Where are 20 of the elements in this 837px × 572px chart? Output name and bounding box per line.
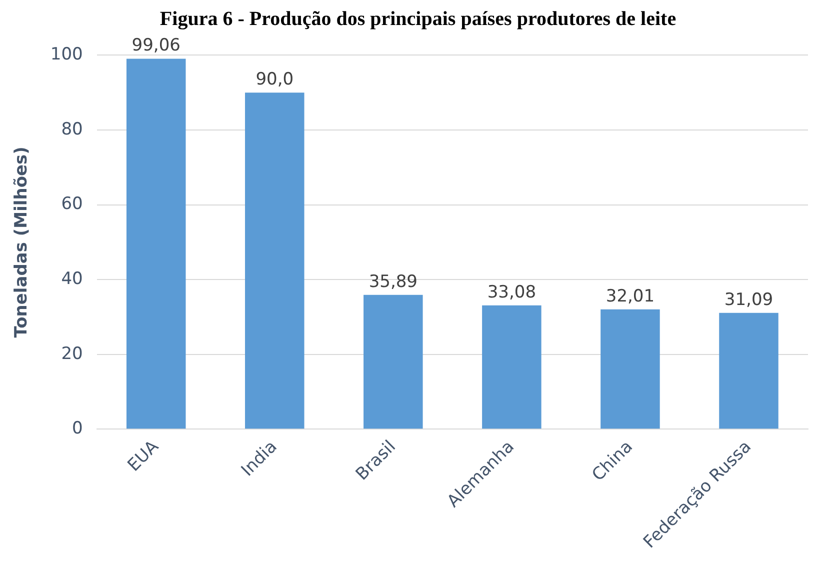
data-label: 90,0 — [256, 70, 294, 90]
y-tick-label: 60 — [61, 194, 83, 214]
y-tick-label: 100 — [50, 44, 83, 65]
data-label: 31,09 — [724, 290, 774, 310]
data-label: 99,06 — [132, 36, 180, 56]
y-axis-title: Toneladas (Milhões) — [12, 146, 32, 338]
bar — [245, 92, 304, 429]
y-tick-label: 80 — [61, 119, 83, 140]
data-label: 33,08 — [487, 282, 536, 302]
data-label: 35,89 — [368, 272, 418, 292]
data-label: 32,01 — [606, 286, 655, 306]
chart-title: Figura 6 - Produção dos principais países produtores de leite — [158, 8, 678, 31]
bar — [719, 312, 778, 429]
bar — [126, 58, 186, 429]
bar — [482, 305, 542, 429]
y-tick-label: 0 — [72, 418, 83, 439]
y-tick-label: 20 — [61, 344, 83, 364]
bar — [364, 294, 423, 429]
bar — [600, 309, 660, 429]
y-tick-label: 40 — [61, 268, 83, 289]
